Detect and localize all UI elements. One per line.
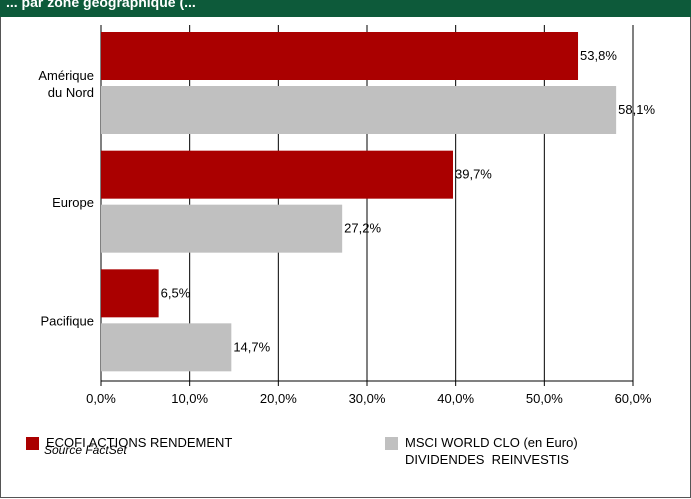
bar — [101, 150, 454, 199]
x-tick-label: 40,0% — [437, 391, 474, 406]
bar — [101, 204, 343, 253]
x-tick-label: 50,0% — [526, 391, 563, 406]
x-tick-label: 60,0% — [615, 391, 652, 406]
chart-header: ... par zone géographique (... — [0, 0, 691, 17]
x-tick-label: 10,0% — [171, 391, 208, 406]
legend-label-ecofi: ECOFI ACTIONS RENDEMENT — [46, 435, 233, 450]
data-label: 14,7% — [233, 339, 270, 354]
bar — [101, 32, 579, 80]
bar — [101, 269, 159, 318]
x-tick-label: 30,0% — [349, 391, 386, 406]
data-label: 6,5% — [161, 285, 191, 300]
source-note: Source FactSet — [44, 443, 127, 457]
category-label: Amérique du Nord — [38, 68, 94, 100]
x-tick-label: 20,0% — [260, 391, 297, 406]
category-label: Europe — [52, 195, 94, 210]
legend-swatch-ecofi — [26, 437, 39, 450]
data-label: 58,1% — [618, 102, 655, 117]
data-label: 53,8% — [580, 48, 617, 63]
bar — [101, 86, 617, 134]
x-tick-label: 0,0% — [86, 391, 116, 406]
category-label: Pacifique — [41, 314, 94, 329]
legend-label-msci: MSCI WORLD CLO (en Euro) DIVIDENDES REIN… — [405, 435, 578, 467]
legend-swatch-msci — [385, 437, 398, 450]
chart-title: ... par zone géographique (... — [6, 0, 196, 10]
bar — [101, 323, 232, 372]
data-label: 27,2% — [344, 221, 381, 236]
data-label: 39,7% — [455, 167, 492, 182]
